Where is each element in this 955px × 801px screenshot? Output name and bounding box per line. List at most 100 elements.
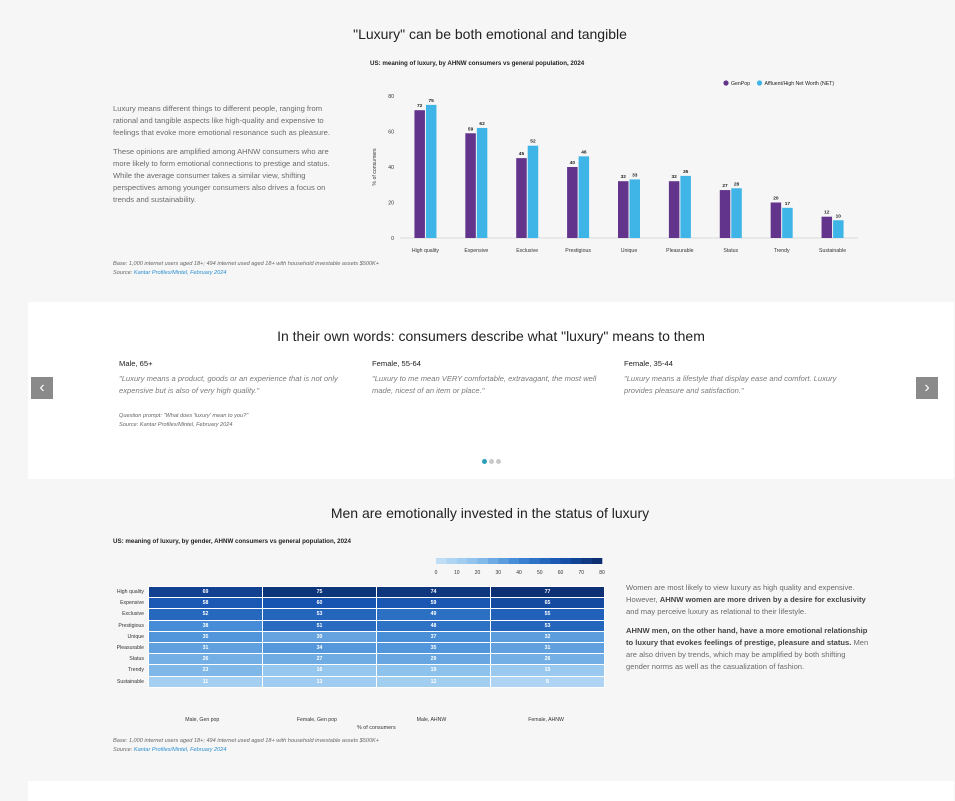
data-label: 52: [530, 139, 536, 145]
heatmap-cell: 34: [262, 641, 377, 655]
prompt-note: Question prompt: "What does 'luxury' mea…: [119, 413, 249, 419]
heatmap-column-label: Male, Gen pop: [185, 717, 220, 723]
scale-segment: [581, 558, 592, 564]
data-label: 46: [581, 149, 587, 155]
text-run: and may perceive luxury as relational to…: [626, 607, 807, 616]
section1-description: Luxury means different things to differe…: [113, 103, 345, 213]
source-note: Source: Kantar Profiles/Mintel, February…: [113, 746, 379, 755]
heatmap-cell: 30: [262, 630, 377, 643]
heatmap-table: High quality 69 75 74 77 Expensive 58 60 59 65 Exc…: [108, 585, 605, 688]
heatmap-row: Expensive 58 60 59 65: [108, 597, 605, 610]
bar: [821, 216, 833, 238]
quotes-carousel: In their own words: consumers describe w…: [28, 302, 954, 479]
y-tick-label: 40: [388, 165, 394, 171]
x-tick-label: Status: [723, 248, 738, 254]
source-link[interactable]: Kantar Profiles/Mintel, February 2024: [133, 269, 227, 276]
source-label: Source:: [113, 746, 134, 753]
legend-label: Affluent/High Net Worth (NET): [765, 81, 835, 87]
heatmap-row-label: High quality: [116, 589, 144, 596]
bar: [465, 133, 476, 238]
text-run: Men are also driven by trends, which may…: [626, 638, 869, 671]
carousel-next-button[interactable]: ›: [916, 377, 938, 399]
heatmap-cell: 11: [148, 675, 263, 688]
bar: [578, 156, 590, 238]
scale-segment: [550, 558, 561, 564]
carousel-dot[interactable]: [495, 459, 501, 464]
text-run: Women are most likely to view luxury as …: [626, 583, 855, 604]
quote-text: "Luxury to me mean VERY comfortable, ext…: [372, 374, 597, 395]
x-tick-label: Prestigious: [565, 248, 591, 254]
heatmap-cell: 38: [148, 619, 263, 632]
data-label: 59: [468, 126, 474, 132]
heatmap-row-label: Expensive: [120, 600, 144, 607]
section3-paragraph: Women are most likely to view luxury as …: [626, 582, 871, 618]
x-tick-label: Unique: [621, 248, 638, 254]
legend-label: GenPop: [731, 81, 750, 87]
heatmap-cell: 26: [490, 653, 605, 666]
heatmap-cell: 55: [490, 608, 605, 621]
source-link[interactable]: Kantar Profiles/Mintel, February 2024: [133, 746, 227, 753]
carousel-dot[interactable]: [488, 459, 494, 464]
data-label: 10: [836, 213, 842, 219]
heatmap-row-label: Pleasurable: [116, 645, 144, 652]
bar: [731, 188, 742, 238]
section3-footnote: Base: 1,000 internet users aged 18+; 494…: [113, 737, 379, 754]
heatmap-title: US: meaning of luxury, by gender, AHNW c…: [113, 538, 351, 545]
scale-segment: [477, 558, 489, 564]
base-note: Base: 1,000 internet users aged 18+; 494…: [113, 738, 380, 744]
heatmap-cell: 51: [262, 619, 377, 632]
scale-segment: [467, 558, 478, 564]
section2-title: In their own words: consumers describe w…: [277, 328, 705, 344]
bar: [425, 104, 437, 238]
heatmap-row: Status 26 27 29 26: [108, 653, 605, 666]
quote-author: Male, 65+: [119, 359, 153, 368]
scale-tick-label: 30: [495, 570, 501, 576]
chevron-left-icon: ‹: [39, 379, 45, 396]
heatmap: High quality 69 75 74 77 Expensive 58 60 59 65 Exc…: [108, 585, 605, 688]
scale-segment: [436, 558, 447, 564]
x-tick-label: Exclusive: [516, 248, 538, 254]
quote-card: Female, 55-64 "Luxury to me mean VERY co…: [372, 359, 612, 396]
heatmap-cell: 32: [490, 630, 605, 643]
bar: [618, 181, 629, 238]
source-note: Source: Kantar Profiles/Mintel, February…: [119, 421, 233, 428]
data-label: 40: [570, 160, 576, 166]
scale-segment: [498, 558, 509, 564]
bar: [719, 190, 731, 238]
heatmap-cell: 59: [376, 597, 491, 610]
data-label: 62: [479, 121, 485, 127]
heatmap-row-label: Status: [129, 656, 144, 663]
heatmap-column-label: Female, Gen pop: [296, 717, 337, 723]
scale-segment: [529, 558, 541, 564]
bar: [414, 110, 425, 238]
heatmap-row: Sustainable 11 13 12 8: [108, 675, 605, 688]
y-tick-label: 60: [388, 130, 394, 136]
data-label: 28: [734, 181, 740, 187]
heatmap-cell: 75: [262, 585, 377, 599]
heatmap-row: Exclusive 52 53 49 55: [108, 608, 605, 621]
source-label: Source:: [113, 269, 134, 276]
bar: [833, 220, 844, 238]
bar: [516, 158, 527, 238]
heatmap-row-label: Exclusive: [122, 611, 144, 618]
source-note: Source: Kantar Profiles/Mintel, February…: [113, 269, 379, 278]
heatmap-cell: 15: [490, 664, 605, 677]
carousel-prev-button[interactable]: ‹: [31, 377, 53, 399]
heatmap-cell: 19: [376, 664, 491, 677]
carousel-dots: [28, 457, 954, 464]
scale-tick-label: 0: [435, 570, 438, 576]
heatmap-cell: 35: [376, 641, 491, 655]
section2-footnote: Question prompt: "What does 'luxury' mea…: [119, 412, 248, 429]
heatmap-cell: 13: [262, 675, 377, 688]
heatmap-column-labels: Male, Gen pop Female, Gen pop Male, AHNW Fe…: [145, 708, 607, 726]
heatmap-cell: 12: [376, 675, 491, 688]
heatmap-column-label: Male, AHNW: [416, 717, 447, 723]
heatmap-cell: 49: [376, 608, 491, 621]
scale-segment: [539, 558, 551, 564]
scale-segment: [456, 558, 468, 564]
scale-tick-label: 20: [475, 570, 481, 576]
quote-text: "Luxury means a product, goods or an exp…: [119, 374, 338, 395]
scale-segment: [508, 558, 520, 564]
carousel-dot[interactable]: [481, 459, 487, 464]
data-label: 32: [621, 174, 627, 180]
